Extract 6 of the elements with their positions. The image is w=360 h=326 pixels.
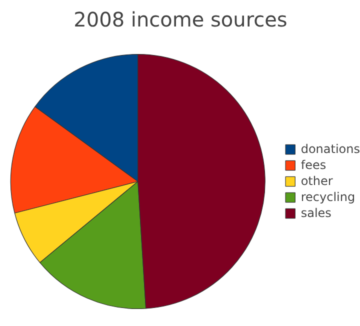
legend-label: other: [300, 174, 333, 188]
legend-label: recycling: [300, 190, 356, 204]
legend-label: fees: [300, 158, 326, 172]
legend-label: donations: [300, 142, 360, 156]
chart-title: 2008 income sources: [74, 8, 288, 32]
legend-label: sales: [300, 206, 332, 220]
